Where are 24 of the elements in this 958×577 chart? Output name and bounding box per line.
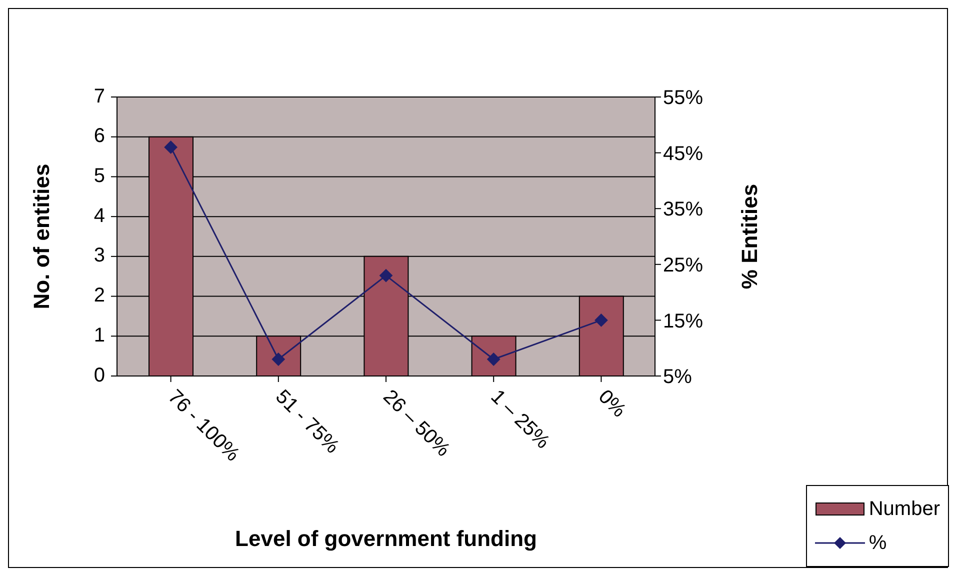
y-tick-label: 3 [94, 244, 105, 267]
y-tick-label: 7 [94, 85, 105, 108]
y2-tick-label: 5% [663, 366, 692, 388]
y-tick-label: 1 [94, 324, 105, 346]
x-tick-label: 1 – 25% [486, 386, 554, 454]
point [594, 314, 608, 327]
legend-label: Number [868, 498, 940, 520]
y2-tick-label: 35% [663, 198, 704, 221]
x-tick-label: 0% [594, 386, 630, 422]
x-axis-title: Level of government funding [235, 526, 537, 551]
point [380, 269, 392, 282]
y-tick-label: 2 [94, 284, 105, 307]
y-axis-title: No. of entities [28, 164, 54, 310]
y2-tick-label: 45% [663, 142, 704, 165]
y-tick-label: 5 [94, 164, 105, 187]
point [164, 140, 178, 154]
y-tick-label: 4 [94, 204, 105, 227]
y2-axis-title: % Entities [736, 184, 762, 290]
legend-label: % [868, 532, 887, 554]
y-tick-label: 6 [94, 125, 105, 148]
y2-tick-label: 25% [663, 254, 704, 276]
y2-tick-label: 55% [663, 87, 704, 110]
y-tick-label: 0 [94, 364, 105, 386]
y2-tick-label: 15% [663, 310, 704, 332]
